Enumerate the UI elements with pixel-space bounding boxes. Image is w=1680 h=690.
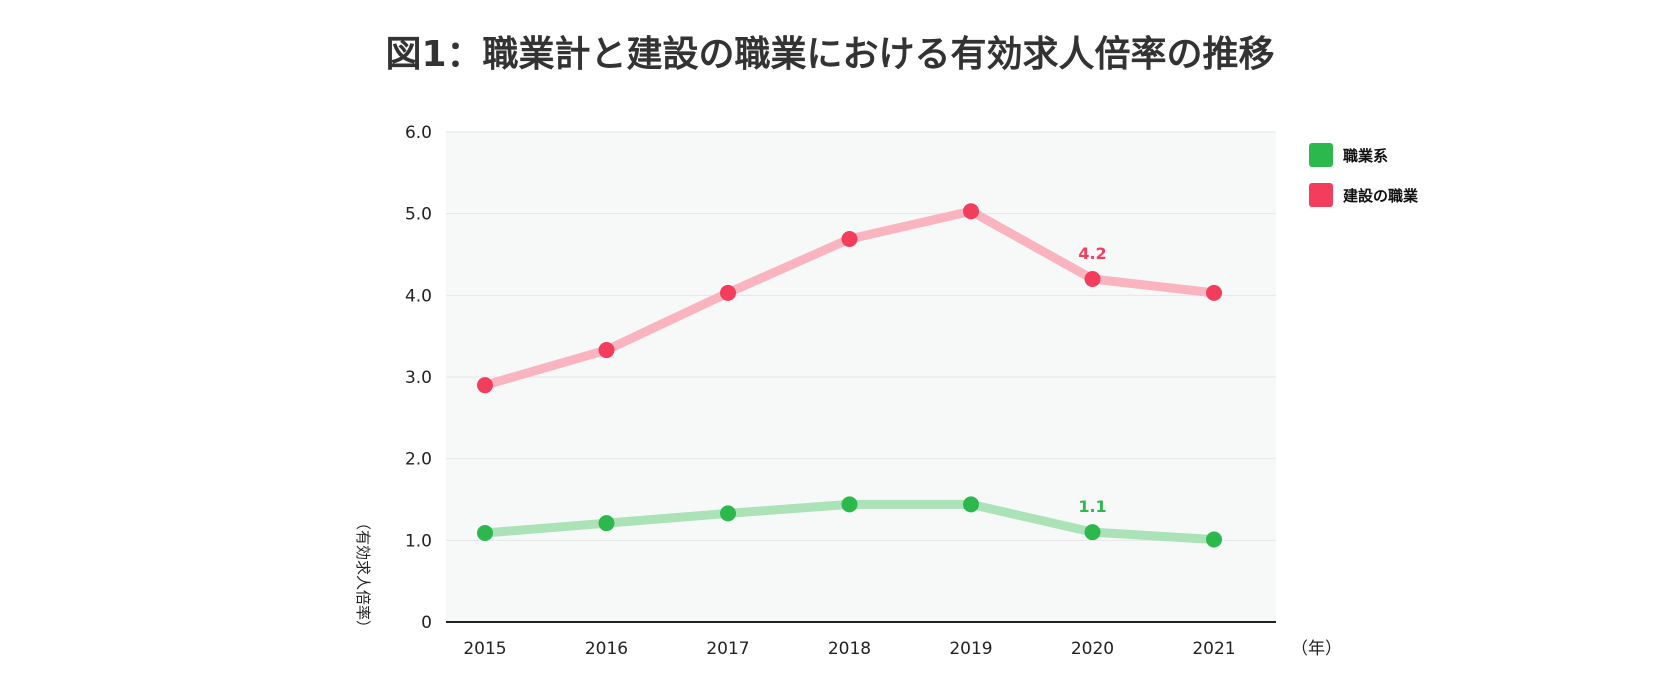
data-point <box>963 496 979 513</box>
y-tick-label: 3.0 <box>405 368 432 388</box>
data-point <box>1084 524 1101 541</box>
y-tick-label: 4.0 <box>405 286 432 306</box>
y-tick-label: 6.0 <box>405 123 432 143</box>
data-point <box>477 377 493 394</box>
data-point <box>598 515 615 532</box>
legend-label: 建設の職業 <box>1343 187 1419 205</box>
y-tick-label: 1.0 <box>405 531 432 551</box>
x-axis-label: （年） <box>1291 639 1342 659</box>
x-tick-label: 2017 <box>706 639 749 659</box>
x-tick-label: 2020 <box>1071 639 1114 659</box>
gridlines <box>446 131 1276 541</box>
x-tick-label: 2019 <box>949 639 992 659</box>
data-point <box>1084 271 1101 287</box>
data-point <box>963 203 979 220</box>
data-point <box>841 496 858 513</box>
series-2: 4.2 <box>477 203 1222 394</box>
data-point <box>1206 284 1222 301</box>
x-tick-label: 2015 <box>463 639 506 659</box>
y-axis-label: （有効求人倍率） <box>354 515 372 635</box>
data-label: 1.1 <box>1078 497 1106 516</box>
y-tick-label: 0 <box>421 613 432 633</box>
series-layer: 1.1 4.2 <box>477 203 1222 548</box>
data-point <box>841 230 858 247</box>
data-point <box>1206 531 1222 548</box>
data-point <box>477 524 493 541</box>
data-point <box>720 505 736 522</box>
y-tick-label: 5.0 <box>405 205 432 225</box>
legend-label: 職業系 <box>1343 147 1388 165</box>
data-label: 4.2 <box>1078 244 1106 263</box>
x-tick-labels: 2015 2016 2017 2018 2019 2020 2021 <box>463 639 1235 659</box>
legend-swatch <box>1309 183 1333 207</box>
y-tick-label: 2.0 <box>405 450 432 470</box>
data-point <box>720 284 736 301</box>
y-tick-labels: 0 1.0 2.0 3.0 4.0 5.0 6.0 <box>405 123 432 633</box>
data-point <box>598 342 615 359</box>
x-tick-label: 2018 <box>828 639 871 659</box>
series-1: 1.1 <box>477 496 1222 548</box>
x-tick-label: 2016 <box>585 639 628 659</box>
chart-title: 図1：職業計と建設の職業における有効求人倍率の推移 <box>385 34 1274 75</box>
x-tick-label: 2021 <box>1192 639 1235 659</box>
legend-swatch <box>1309 143 1333 167</box>
